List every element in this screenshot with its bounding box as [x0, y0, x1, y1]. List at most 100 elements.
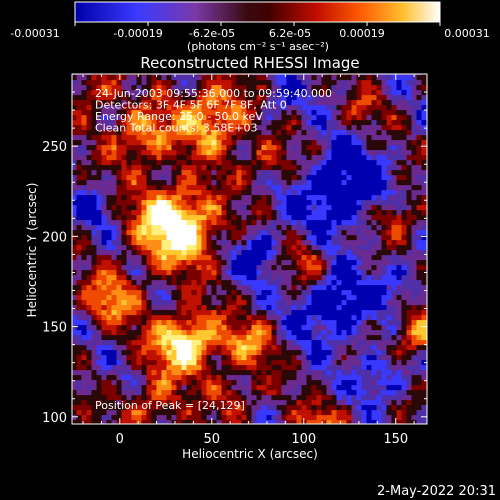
heatmap-cell — [251, 104, 258, 111]
heatmap-cell — [351, 409, 358, 416]
heatmap-cell — [211, 239, 218, 246]
heatmap-cell — [126, 244, 133, 251]
heatmap-cell — [366, 129, 373, 136]
heatmap-cell — [326, 399, 333, 406]
heatmap-cell — [416, 259, 423, 266]
heatmap-cell — [76, 409, 83, 416]
heatmap-cell — [96, 174, 103, 181]
heatmap-cell — [371, 409, 378, 416]
heatmap-cell — [156, 204, 163, 211]
heatmap-cell — [126, 184, 133, 191]
heatmap-cell — [261, 204, 268, 211]
heatmap-cell — [236, 254, 243, 261]
heatmap-cell — [196, 159, 203, 166]
heatmap-cell — [341, 209, 348, 216]
heatmap-cell — [326, 384, 333, 391]
heatmap-cell — [236, 369, 243, 376]
heatmap-cell — [276, 319, 283, 326]
heatmap-cell — [281, 99, 288, 106]
heatmap-cell — [311, 254, 318, 261]
heatmap-cell — [111, 404, 118, 411]
heatmap-cell — [271, 309, 278, 316]
heatmap-cell — [246, 134, 253, 141]
heatmap-cell — [241, 299, 248, 306]
heatmap-cell — [336, 324, 343, 331]
heatmap-cell — [321, 399, 328, 406]
heatmap-cell — [266, 394, 273, 401]
heatmap-cell — [76, 84, 83, 91]
heatmap-cell — [396, 379, 403, 386]
heatmap-cell — [236, 239, 243, 246]
heatmap-cell — [171, 334, 178, 341]
heatmap-cell — [186, 194, 193, 201]
heatmap-cell — [146, 414, 153, 421]
heatmap-cell — [91, 154, 98, 161]
heatmap-cell — [196, 344, 203, 351]
heatmap-cell — [291, 94, 298, 101]
heatmap-cell — [186, 389, 193, 396]
heatmap-cell — [76, 304, 83, 311]
heatmap-cell — [271, 239, 278, 246]
heatmap-cell — [326, 129, 333, 136]
heatmap-cell — [311, 99, 318, 106]
heatmap-cell — [376, 139, 383, 146]
heatmap-cell — [151, 374, 158, 381]
heatmap-cell — [396, 104, 403, 111]
heatmap-cell — [226, 314, 233, 321]
heatmap-cell — [206, 349, 213, 356]
heatmap-cell — [126, 419, 133, 424]
heatmap-cell — [276, 284, 283, 291]
heatmap-cell — [166, 129, 173, 136]
heatmap-cell — [411, 309, 418, 316]
heatmap-cell — [301, 304, 308, 311]
heatmap-cell — [236, 139, 243, 146]
heatmap-cell — [396, 244, 403, 251]
heatmap-cell — [381, 139, 388, 146]
heatmap-cell — [261, 339, 268, 346]
heatmap-cell — [201, 284, 208, 291]
heatmap-cell — [331, 134, 338, 141]
heatmap-cell — [261, 354, 268, 361]
heatmap-cell — [141, 319, 148, 326]
heatmap-cell — [271, 419, 278, 424]
heatmap-cell — [256, 224, 263, 231]
heatmap-cell — [391, 84, 398, 91]
heatmap-cell — [306, 324, 313, 331]
heatmap-cell — [116, 414, 123, 421]
heatmap-cell — [81, 194, 88, 201]
heatmap-cell — [186, 124, 193, 131]
heatmap-cell — [261, 194, 268, 201]
heatmap-cell — [291, 74, 298, 81]
heatmap-cell — [411, 269, 418, 276]
heatmap-cell — [336, 204, 343, 211]
heatmap-cell — [196, 309, 203, 316]
heatmap-cell — [101, 109, 108, 116]
heatmap-cell — [286, 364, 293, 371]
heatmap-cell — [276, 309, 283, 316]
heatmap-cell — [106, 194, 113, 201]
heatmap-cell — [211, 219, 218, 226]
heatmap-cell — [316, 349, 323, 356]
heatmap-cell — [306, 204, 313, 211]
heatmap-cell — [156, 404, 163, 411]
heatmap-cell — [401, 289, 408, 296]
heatmap-cell — [241, 329, 248, 336]
heatmap-cell — [291, 314, 298, 321]
heatmap-cell — [346, 199, 353, 206]
heatmap-cell — [371, 274, 378, 281]
heatmap-cell — [296, 404, 303, 411]
heatmap-cell — [366, 224, 373, 231]
heatmap-cell — [211, 284, 218, 291]
heatmap-cell — [76, 199, 83, 206]
heatmap-cell — [72, 299, 78, 306]
heatmap-cell — [146, 144, 153, 151]
heatmap-cell — [206, 164, 213, 171]
heatmap-cell — [346, 409, 353, 416]
heatmap-cell — [266, 119, 273, 126]
heatmap-cell — [376, 394, 383, 401]
heatmap-cell — [186, 374, 193, 381]
heatmap-cell — [306, 304, 313, 311]
heatmap-cell — [236, 169, 243, 176]
heatmap-cell — [396, 224, 403, 231]
heatmap-cell — [351, 329, 358, 336]
